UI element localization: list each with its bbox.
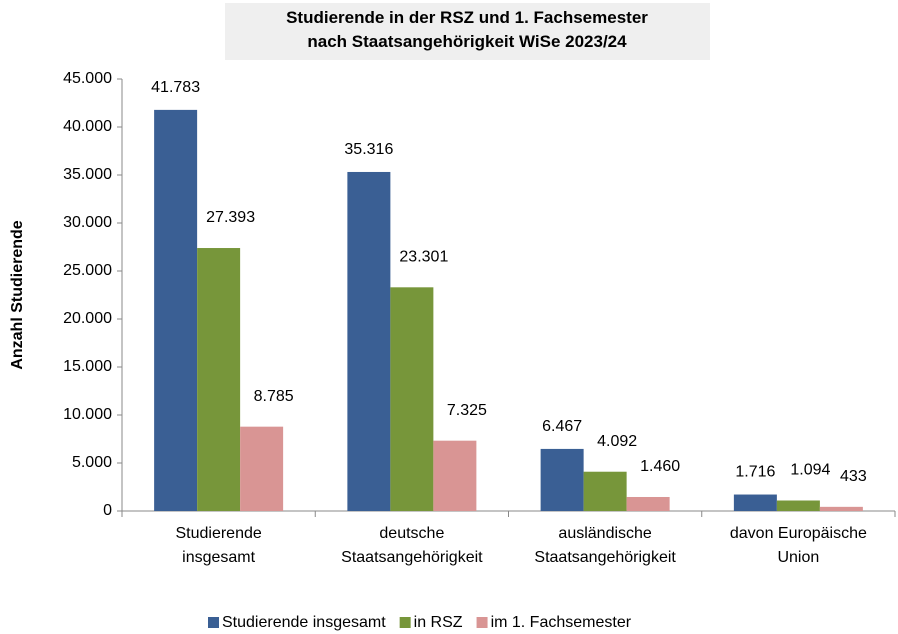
value-label: 23.301 (399, 249, 448, 266)
y-tick-label: 30.000 (63, 214, 112, 231)
legend-swatch (399, 617, 411, 628)
x-tick-label: Studierende insgesamt (175, 525, 261, 566)
bar (433, 440, 477, 511)
bar (583, 471, 627, 511)
value-label: 7.325 (447, 402, 487, 419)
y-tick-label: 40.000 (63, 118, 112, 135)
x-tick-label: deutsche Staatsangehörigkeit (341, 525, 483, 566)
bar (154, 109, 198, 511)
bar (819, 506, 863, 511)
legend-swatch (208, 617, 219, 628)
bar (390, 287, 434, 511)
y-tick-label: 15.000 (63, 358, 112, 375)
bar (626, 496, 670, 511)
value-label: 1.094 (790, 462, 830, 479)
value-label: 41.783 (151, 79, 200, 96)
x-tick-label: davon Europäische Union (730, 525, 867, 566)
bar (240, 426, 284, 511)
y-tick-label: 10.000 (63, 406, 112, 423)
legend-label: im 1. Fachsemester (491, 614, 632, 631)
legend-swatch (476, 617, 488, 628)
y-tick-label: 45.000 (63, 70, 112, 87)
y-tick-label: 35.000 (63, 166, 112, 183)
value-label: 1.716 (735, 464, 775, 481)
value-label: 8.785 (254, 388, 294, 405)
legend-label: Studierende insgesamt (222, 614, 386, 631)
title-box (225, 3, 710, 60)
y-tick-label: 0 (103, 502, 112, 519)
x-tick-label: ausländische Staatsangehörigkeit (534, 525, 676, 566)
y-tick-label: 20.000 (63, 310, 112, 327)
value-label: 433 (840, 468, 867, 485)
value-label: 1.460 (640, 458, 680, 475)
value-label: 6.467 (542, 418, 582, 435)
y-axis-title: Anzahl Studierende (9, 220, 26, 369)
bar (347, 171, 391, 511)
y-tick-label: 25.000 (63, 262, 112, 279)
value-label: 4.092 (597, 433, 637, 450)
bar (733, 494, 777, 511)
bar (776, 500, 820, 511)
chart-title: Studierende in der RSZ und 1. Fachsemest… (286, 8, 648, 51)
value-label: 27.393 (206, 209, 255, 226)
y-tick-label: 5.000 (72, 454, 112, 471)
bar (197, 248, 241, 511)
value-label: 35.316 (344, 141, 393, 158)
bar (540, 448, 584, 511)
legend-label: in RSZ (414, 614, 463, 631)
